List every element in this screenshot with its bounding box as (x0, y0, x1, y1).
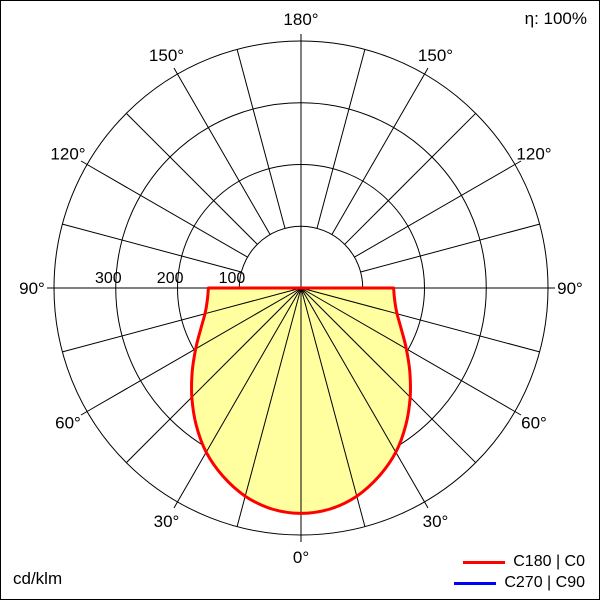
distribution-ray (300, 287, 407, 350)
distribution-ray (300, 287, 397, 453)
legend-label: C270 | C90 (504, 574, 585, 591)
grid-tick (424, 501, 429, 509)
grid-spoke (360, 223, 540, 273)
legend-item: C180 | C0 (454, 554, 585, 570)
legend-color-line (454, 581, 497, 585)
grid-spoke (86, 164, 248, 258)
axis-labels: 0° 30° 30° 60° 60° 90° 90° 120° 120° 150° 150° 180°… (19, 10, 583, 567)
grid-spoke (354, 164, 516, 258)
angle-label: 90° (557, 279, 583, 298)
distribution-ray (195, 287, 302, 350)
grid-spoke (236, 49, 286, 229)
radial-scale-label: 300 (95, 270, 122, 287)
grid-tick (173, 67, 178, 75)
legend-label: C180 | C0 (513, 553, 585, 570)
distribution-ray (300, 287, 411, 398)
grid-spoke (331, 73, 425, 235)
radial-scale-label: 100 (219, 270, 246, 287)
distribution-ray (204, 287, 302, 315)
grid-spoke (177, 73, 271, 235)
legend: C180 | C0 C270 | C90 (454, 554, 585, 591)
angle-label: 120° (516, 145, 551, 164)
grid-tick (514, 411, 522, 416)
angle-label: 60° (55, 414, 81, 433)
grid-spoke (62, 223, 242, 273)
angle-label: 30° (154, 512, 180, 531)
efficiency-label: η: 100% (524, 9, 587, 28)
grid-spoke (316, 49, 366, 229)
radial-scale-label: 200 (157, 270, 184, 287)
grid-spoke (344, 112, 477, 245)
angle-label: 90° (19, 279, 45, 298)
angle-label: 180° (283, 10, 318, 29)
angle-label: 150° (149, 46, 184, 65)
distribution-ray (191, 287, 302, 398)
angle-label: 0° (293, 548, 309, 567)
legend-color-line (463, 560, 506, 564)
distribution-ray (244, 287, 302, 497)
grid-tick (514, 160, 522, 165)
grid-tick (80, 160, 88, 165)
legend-item: C270 | C90 (454, 575, 585, 591)
angle-label: 30° (423, 512, 449, 531)
grid-tick (80, 411, 88, 416)
grid-tick (424, 67, 429, 75)
distribution-curve (190, 286, 412, 515)
grid-tick (173, 501, 178, 509)
unit-label: cd/klm (13, 569, 63, 588)
distribution-rays (191, 287, 411, 514)
grid-spoke (125, 112, 258, 245)
angle-label: 150° (418, 46, 453, 65)
distribution-ray (300, 287, 358, 497)
angle-label: 120° (50, 145, 85, 164)
angle-label: 60° (521, 414, 547, 433)
distribution-ray (205, 287, 302, 453)
distribution-ray (300, 287, 398, 315)
